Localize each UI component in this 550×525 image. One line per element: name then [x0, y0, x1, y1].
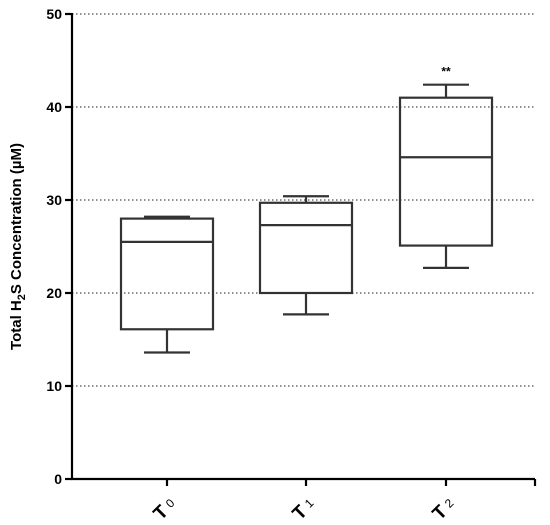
- y-tick-label-30: 30: [46, 192, 62, 208]
- box-rect: [398, 96, 494, 247]
- y-tick-label-40: 40: [46, 99, 62, 115]
- y-tick-label-20: 20: [46, 285, 62, 301]
- y-tick-label-10: 10: [46, 378, 62, 394]
- labels: 0 10 20 30 40 50 ** T0 T1 T2 Total H2S Concentrati…: [8, 6, 460, 525]
- y-axis-label: Total H2S Concentration (µM): [8, 143, 28, 350]
- grid-lines: [72, 13, 535, 387]
- x-category-label-0: T0: [150, 494, 181, 525]
- boxes: [119, 83, 494, 354]
- y-tick-label-0: 0: [54, 471, 62, 487]
- x-category-label-1: T1: [289, 494, 320, 525]
- box-rect: [119, 217, 215, 331]
- significance-marker: **: [441, 65, 451, 79]
- x-category-label-2: T2: [429, 494, 460, 525]
- box-1: [258, 195, 354, 316]
- box-2: [398, 83, 494, 269]
- y-tick-label-50: 50: [46, 6, 62, 22]
- box-rect: [258, 201, 354, 295]
- axes: [65, 12, 537, 486]
- box-0: [119, 215, 215, 354]
